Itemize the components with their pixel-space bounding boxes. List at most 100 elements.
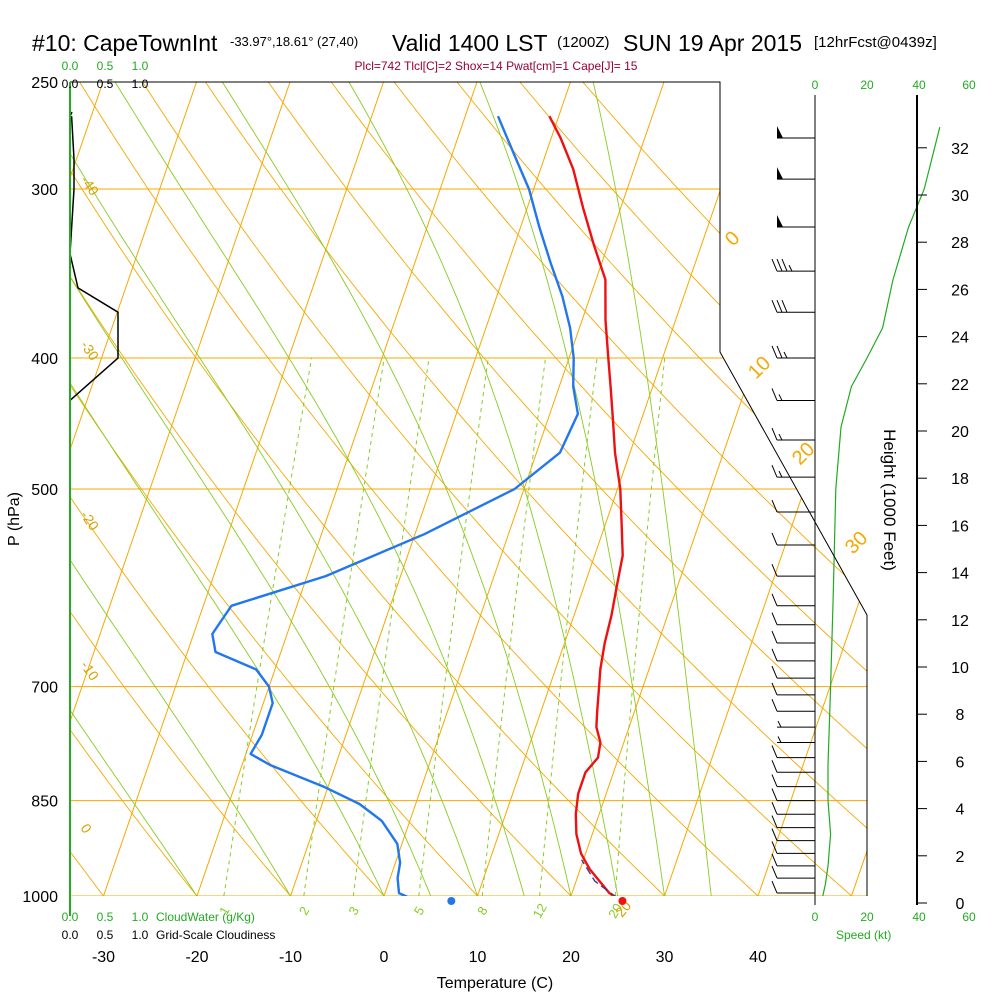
height-tick-label: 6	[956, 754, 965, 771]
dry-adiabat-line	[70, 82, 478, 896]
height-tick-label: 0	[956, 896, 965, 913]
wind-barb	[771, 258, 815, 272]
wind-barb	[771, 665, 815, 679]
mixing-ratio-line	[303, 357, 385, 896]
x-tick-label: 40	[749, 949, 767, 966]
wind-barb	[771, 788, 815, 802]
wind-barb-full	[771, 532, 778, 546]
cloud-water-label: CloudWater (g/Kg)	[156, 910, 255, 924]
x-tick-label: -10	[279, 949, 302, 966]
mixing-ratio-line	[614, 357, 666, 896]
cloud-tick-label: 0.5	[97, 910, 114, 924]
wind-speed-label: Speed (kt)	[836, 928, 891, 942]
height-tick-label: 10	[951, 660, 969, 677]
wind-barb-full	[771, 427, 778, 441]
cloud-tick-label: 1.0	[132, 77, 149, 91]
isotherm-line	[196, 82, 478, 896]
wind-barb	[771, 760, 815, 773]
wind-barb-full	[771, 815, 778, 828]
isotherm-line	[383, 82, 665, 896]
y-axis-title: P (hPa)	[6, 492, 23, 546]
wind-barb-full	[776, 258, 783, 272]
wind-barb-full	[771, 802, 778, 815]
wind-barb-full	[771, 593, 778, 606]
pressure-tick-label: 850	[31, 794, 58, 811]
mixing-ratio-label: 3	[345, 904, 362, 918]
wind-barbs	[771, 125, 941, 897]
cloud-fraction-line	[69, 116, 119, 401]
pressure-tick-label: 300	[31, 182, 58, 199]
wind-barb-full	[776, 300, 783, 313]
isotherm-line	[103, 82, 384, 896]
isotherm-line	[851, 82, 867, 896]
wind-barb-full	[771, 345, 778, 359]
wind-barb	[771, 612, 815, 626]
isotherm-line	[757, 82, 867, 896]
wind-barb-full	[771, 258, 778, 272]
wind-barb	[777, 736, 815, 744]
speed-tick-label: 0	[812, 78, 819, 92]
x-tick-label: -30	[92, 949, 115, 966]
speed-tick-label: 40	[912, 78, 926, 92]
speed-tick-label: 0	[812, 910, 819, 924]
wind-barb	[771, 841, 815, 854]
dry-adiabat-line	[205, 82, 867, 896]
isotherm-line	[70, 82, 291, 896]
wind-barb-full	[771, 760, 778, 773]
wind-barb	[771, 563, 815, 577]
wind-barb-half	[778, 470, 783, 478]
cloud-tick-label: 0.5	[97, 77, 114, 91]
dry-adiabat-line	[0, 82, 10, 896]
stability-indices: Plcl=742 Tlcl[C]=2 Shox=14 Pwat[cm]=1 Ca…	[355, 59, 638, 73]
valid-time: Valid 1400 LST	[392, 30, 548, 56]
wind-barb	[771, 699, 815, 712]
isotherm-label: -40	[78, 173, 103, 199]
wind-barb-full	[771, 880, 778, 894]
wind-barb-half	[777, 736, 782, 743]
dry-adiabat-line	[70, 82, 665, 896]
wind-barb-full	[771, 682, 778, 696]
station-coords: -33.97°,18.61° (27,40)	[230, 34, 358, 49]
isotherm-label: -30	[78, 338, 103, 364]
wind-barb	[777, 125, 815, 139]
height-tick-label: 18	[951, 471, 969, 488]
wind-barb-full	[771, 630, 778, 644]
speed-tick-label: 40	[912, 910, 926, 924]
dry-adiabat-line	[393, 82, 867, 896]
dry-adiabat-line	[142, 82, 852, 896]
x-axis-title: Temperature (C)	[437, 975, 553, 992]
wind-barb	[771, 593, 815, 607]
wind-barb-half	[778, 433, 783, 441]
cloud-tick-label: 1.0	[132, 59, 149, 73]
speed-tick-label: 60	[962, 78, 976, 92]
chart-series	[211, 115, 624, 896]
wind-barb	[771, 865, 815, 879]
height-tick-label: 8	[956, 707, 965, 724]
x-tick-label: -20	[185, 949, 208, 966]
pressure-tick-label: 500	[31, 482, 58, 499]
surface-dewpoint-marker	[447, 897, 456, 905]
isotherm-label: -10	[78, 658, 103, 684]
mixing-ratio-line	[418, 357, 489, 896]
wind-barb-full	[771, 841, 778, 854]
height-tick-label: 24	[951, 330, 969, 347]
height-tick-label: 20	[951, 424, 969, 441]
wind-barb-full	[771, 865, 778, 879]
forecast-tag: [12hrFcst@0439z]	[814, 34, 937, 51]
isotherm-line	[0, 82, 10, 896]
mixing-ratio-line	[352, 357, 430, 896]
dry-adiabat-line	[70, 82, 291, 896]
cloud-tick-label: 1.0	[132, 910, 149, 924]
valid-date: SUN 19 Apr 2015	[623, 30, 802, 56]
x-tick-label: 20	[562, 949, 580, 966]
wind-barb	[777, 214, 815, 228]
wind-barb-half	[777, 720, 782, 728]
wind-barb	[771, 828, 815, 842]
wind-barb	[771, 630, 815, 644]
isotherm-line	[477, 82, 758, 896]
mixing-ratio-label: 8	[474, 904, 491, 918]
wind-barb-full	[771, 774, 778, 787]
wind-barb-pennant	[777, 125, 783, 138]
height-tick-label: 30	[951, 188, 969, 205]
